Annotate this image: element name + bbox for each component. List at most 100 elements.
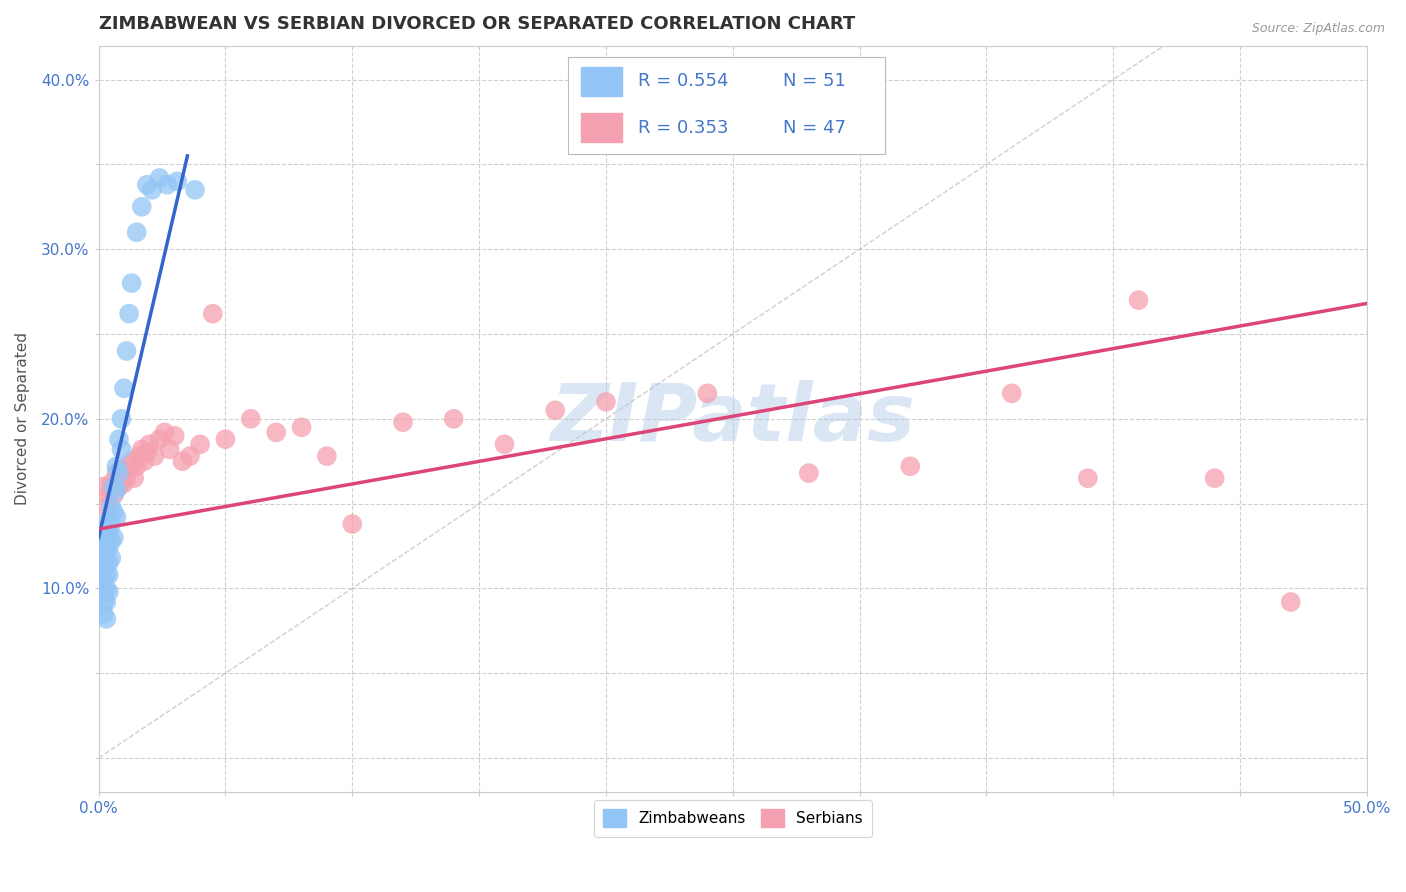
Point xyxy=(264,425,287,440)
Point xyxy=(93,561,115,575)
Point xyxy=(105,483,128,497)
Point xyxy=(316,449,339,463)
Point xyxy=(97,527,120,541)
Point xyxy=(156,178,179,192)
Point xyxy=(97,541,120,555)
Point xyxy=(108,466,131,480)
Point xyxy=(153,425,176,440)
Point xyxy=(179,449,201,463)
Point xyxy=(96,612,118,626)
Point xyxy=(392,415,415,429)
Point xyxy=(125,459,148,474)
Point xyxy=(93,607,115,621)
Point xyxy=(121,454,143,468)
Point xyxy=(103,531,125,545)
Point xyxy=(93,539,115,553)
Point xyxy=(97,567,120,582)
Point xyxy=(110,463,132,477)
Point xyxy=(100,550,122,565)
Point xyxy=(110,442,132,457)
Point xyxy=(112,476,135,491)
Point xyxy=(100,533,122,548)
Point xyxy=(100,500,122,514)
Point xyxy=(143,449,166,463)
Point xyxy=(96,500,118,514)
Point xyxy=(184,183,207,197)
Point xyxy=(97,584,120,599)
Point xyxy=(103,505,125,519)
Point xyxy=(148,171,170,186)
Point xyxy=(898,459,921,474)
Legend: Zimbabweans, Serbians: Zimbabweans, Serbians xyxy=(593,799,872,837)
Text: ZIPatlas: ZIPatlas xyxy=(550,380,915,458)
Point xyxy=(494,437,516,451)
Point xyxy=(1077,471,1099,485)
Text: Source: ZipAtlas.com: Source: ZipAtlas.com xyxy=(1251,22,1385,36)
Point xyxy=(290,420,312,434)
Point xyxy=(105,459,128,474)
Point xyxy=(135,178,157,192)
Point xyxy=(105,466,128,480)
Point xyxy=(108,432,131,446)
Point xyxy=(93,595,115,609)
Point xyxy=(342,516,364,531)
Point xyxy=(135,446,157,460)
Point xyxy=(443,412,465,426)
Point xyxy=(138,437,160,451)
Point xyxy=(115,343,138,358)
Point xyxy=(96,595,118,609)
Point xyxy=(103,488,125,502)
Point xyxy=(90,531,112,545)
Point xyxy=(93,584,115,599)
Point xyxy=(97,556,120,570)
Point xyxy=(96,556,118,570)
Point xyxy=(96,533,118,548)
Point xyxy=(696,386,718,401)
Point xyxy=(188,437,211,451)
Point xyxy=(122,471,145,485)
Point xyxy=(131,442,153,457)
Point xyxy=(118,459,141,474)
Point xyxy=(93,550,115,565)
Point xyxy=(1128,293,1150,307)
Point xyxy=(163,429,186,443)
Point xyxy=(100,516,122,531)
Point xyxy=(90,548,112,562)
Point xyxy=(121,276,143,290)
Point xyxy=(148,432,170,446)
Point xyxy=(100,476,122,491)
Point xyxy=(90,567,112,582)
Point xyxy=(97,514,120,528)
Point xyxy=(544,403,567,417)
Point xyxy=(214,432,236,446)
Point xyxy=(239,412,262,426)
Text: ZIMBABWEAN VS SERBIAN DIVORCED OR SEPARATED CORRELATION CHART: ZIMBABWEAN VS SERBIAN DIVORCED OR SEPARA… xyxy=(98,15,855,33)
Point xyxy=(118,307,141,321)
Point xyxy=(1279,595,1302,609)
Point xyxy=(595,395,617,409)
Point xyxy=(128,449,150,463)
Point xyxy=(108,480,131,494)
Point xyxy=(134,454,156,468)
Point xyxy=(131,200,153,214)
Point xyxy=(97,488,120,502)
Point xyxy=(172,454,194,468)
Y-axis label: Divorced or Separated: Divorced or Separated xyxy=(15,333,30,505)
Point xyxy=(93,573,115,587)
Point xyxy=(125,225,148,239)
Point xyxy=(797,466,820,480)
Point xyxy=(96,544,118,558)
Point xyxy=(103,480,125,494)
Point xyxy=(201,307,224,321)
Point xyxy=(96,522,118,536)
Point xyxy=(115,471,138,485)
Point xyxy=(166,174,188,188)
Point xyxy=(1001,386,1024,401)
Point xyxy=(112,381,135,395)
Point xyxy=(110,412,132,426)
Point xyxy=(141,183,163,197)
Point xyxy=(90,556,112,570)
Point xyxy=(159,442,181,457)
Point xyxy=(1204,471,1226,485)
Point xyxy=(96,582,118,596)
